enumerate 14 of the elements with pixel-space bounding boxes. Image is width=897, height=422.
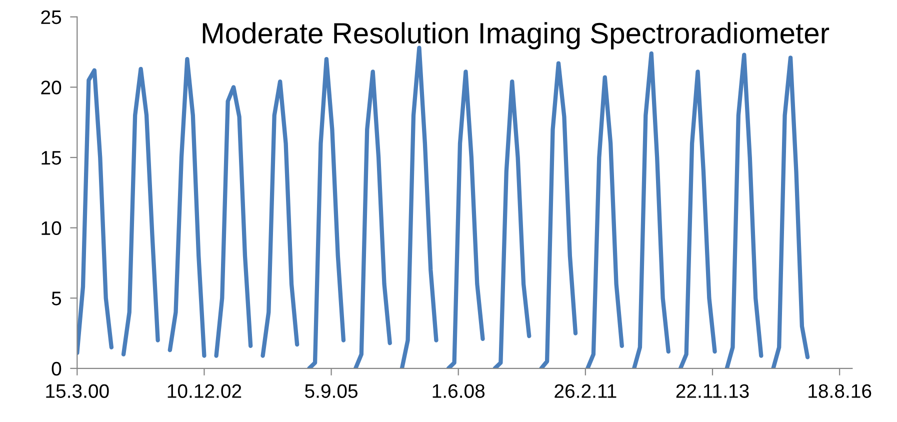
x-tick-label: 5.9.05 (305, 384, 358, 398)
y-tick-label: 0 (52, 362, 62, 376)
x-tick-label: 22.11.13 (676, 384, 749, 398)
y-tick-label: 5 (52, 292, 62, 306)
y-tick-label: 20 (41, 80, 62, 94)
x-tick-label: 26.2.11 (554, 384, 616, 398)
chart-title: Moderate Resolution Imaging Spectroradiometer (202, 22, 830, 50)
x-tick-label: 15.3.00 (46, 384, 109, 398)
y-tick-label: 25 (41, 10, 62, 24)
x-tick-label: 18.8.16 (808, 384, 872, 398)
x-tick-label: 1.6.08 (432, 384, 485, 398)
y-tick-label: 15 (42, 151, 62, 165)
y-tick-label: 10 (42, 221, 62, 236)
x-tick-label: 10.12.02 (168, 384, 242, 398)
